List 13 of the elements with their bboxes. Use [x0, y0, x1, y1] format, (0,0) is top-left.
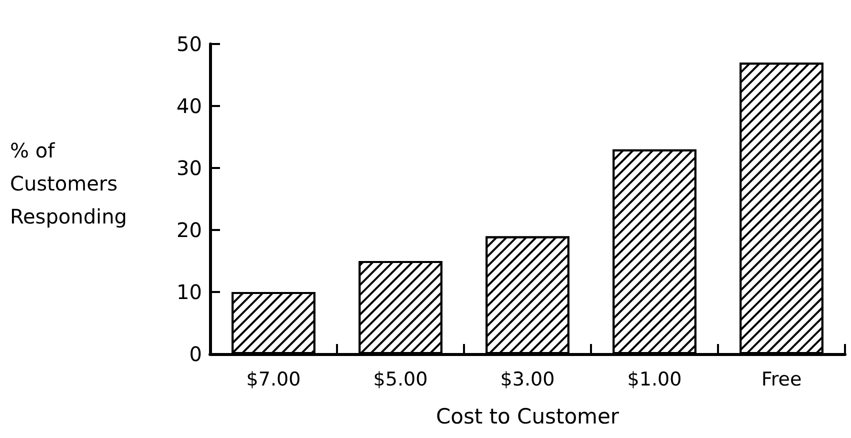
x-tick-label: $3.00: [500, 368, 555, 390]
x-axis-title: Cost to Customer: [436, 404, 620, 428]
x-tick-label: Free: [761, 368, 802, 390]
y-axis-title: % of Customers Responding: [10, 138, 127, 228]
x-tick-label: $1.00: [627, 368, 682, 390]
y-tick-label: 50: [176, 32, 202, 56]
y-tick-label: 10: [176, 280, 202, 304]
x-tick-label: $7.00: [246, 368, 301, 390]
y-tick-label: 30: [176, 156, 202, 180]
y-tick-label: 0: [189, 342, 202, 366]
y-tick-label: 40: [176, 94, 202, 118]
y-tick-label: 20: [176, 218, 202, 242]
x-tick-label: $5.00: [373, 368, 428, 390]
